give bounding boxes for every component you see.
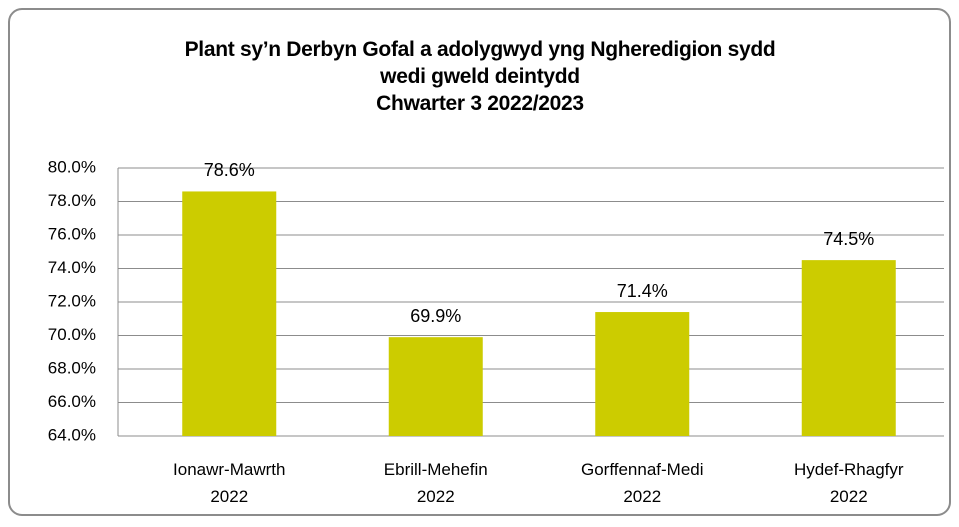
bar bbox=[595, 312, 690, 436]
data-label: 78.6% bbox=[204, 160, 255, 180]
chart-frame bbox=[8, 8, 951, 516]
data-label: 71.4% bbox=[617, 281, 668, 301]
y-tick-label: 70.0% bbox=[48, 325, 96, 344]
chart-title: Plant sy’n Derbyn Gofal a adolygwyd yng … bbox=[184, 38, 776, 115]
y-tick-label: 78.0% bbox=[48, 191, 96, 210]
bar bbox=[182, 191, 277, 436]
x-tick-label: Hydef-Rhagfyr 2022 bbox=[793, 460, 904, 506]
y-tick-label: 64.0% bbox=[48, 425, 96, 444]
y-tick-label: 80.0% bbox=[48, 157, 96, 176]
data-label: 74.5% bbox=[823, 229, 874, 249]
y-tick-label: 72.0% bbox=[48, 291, 96, 310]
y-tick-label: 76.0% bbox=[48, 224, 96, 243]
bar bbox=[388, 337, 483, 436]
x-tick-label: Ionawr-Mawrth 2022 bbox=[173, 460, 286, 506]
y-tick-label: 68.0% bbox=[48, 358, 96, 377]
x-tick-label: Gorffennaf-Medi 2022 bbox=[580, 460, 704, 506]
x-tick-label: Ebrill-Mehefin 2022 bbox=[383, 460, 488, 506]
y-tick-label: 74.0% bbox=[48, 258, 96, 277]
y-tick-label: 66.0% bbox=[48, 392, 96, 411]
bar bbox=[801, 260, 896, 436]
data-label: 69.9% bbox=[410, 306, 461, 326]
